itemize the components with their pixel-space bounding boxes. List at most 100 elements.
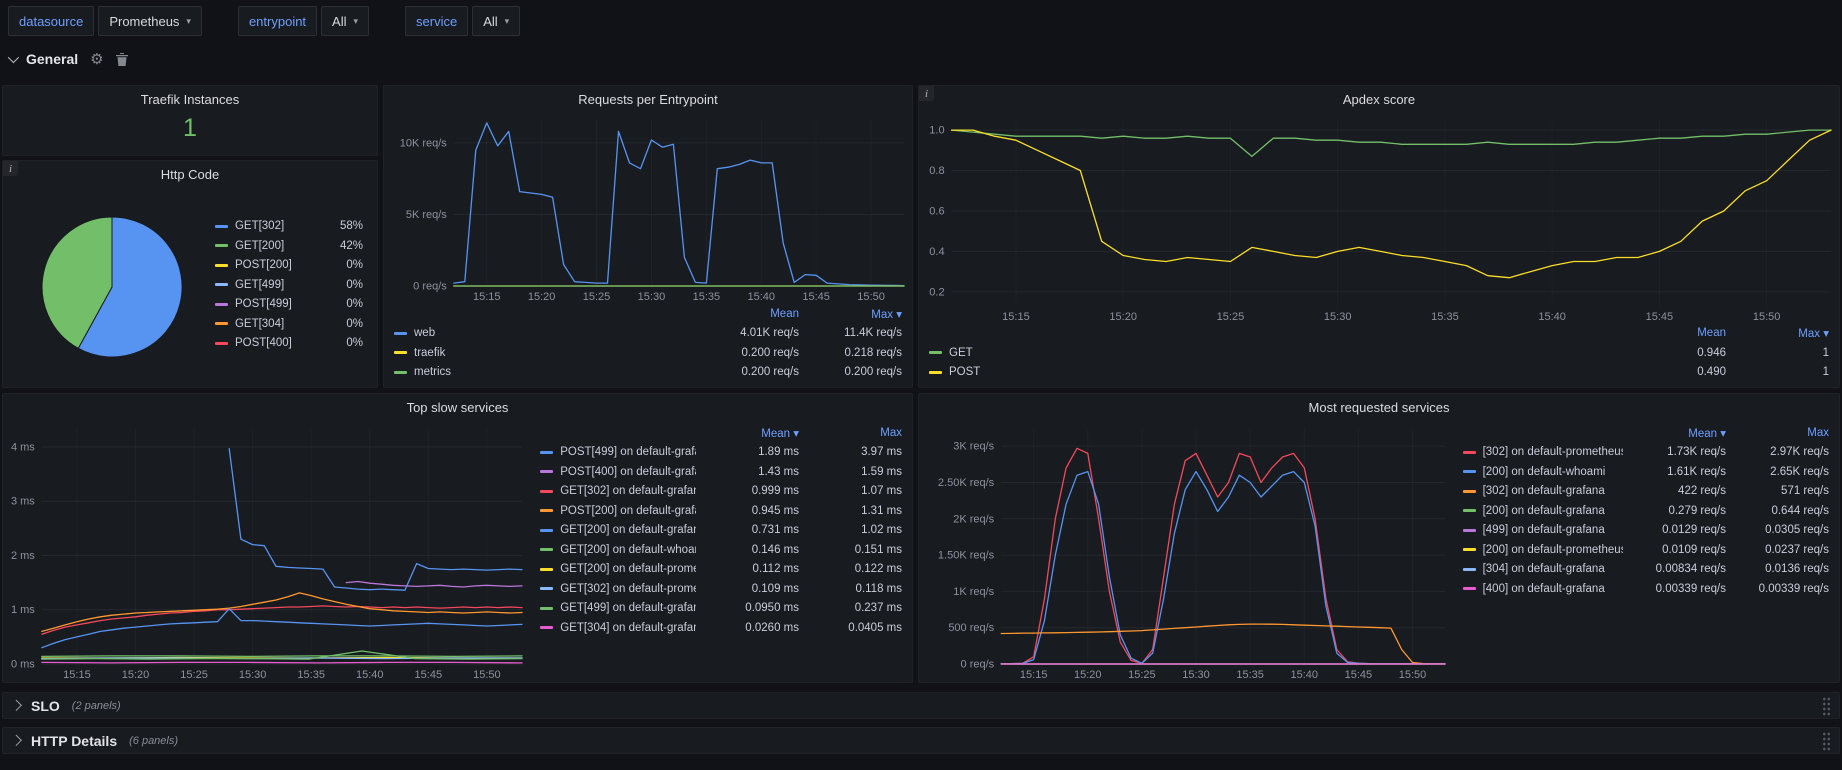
most-requested-chart[interactable]: 0 req/s 500 req/s 1K req/s 1.50K req/s 2K re… (919, 420, 1453, 682)
row-http-details[interactable]: HTTP Details (6 panels) (2, 727, 1840, 754)
legend-sort-max[interactable]: Max (880, 426, 902, 439)
legend-row: GET[200] on default-whoami 0.146 ms 0.151 … (540, 540, 902, 560)
series-swatch (214, 224, 228, 228)
series-label[interactable]: GET[304] (214, 318, 317, 330)
legend-row: traefik 0.200 req/s 0.218 req/s (394, 343, 902, 363)
panel-title[interactable]: Traefik Instances (140, 91, 240, 107)
panel-title[interactable]: Requests per Entrypoint (578, 91, 718, 107)
most-requested-legend: Mean ▾ Max [302] on default-prometheus 1.73… (1453, 420, 1839, 682)
series-label[interactable]: [400] on default-grafana (1462, 583, 1623, 595)
drag-handle[interactable] (1822, 696, 1831, 715)
series-label[interactable]: POST[200] on default-grafana (540, 505, 696, 517)
series-max: 0.151 ms (854, 543, 902, 556)
legend-sort-max[interactable]: Max ▾ (1798, 328, 1829, 341)
series-mean: 0.0950 ms (745, 602, 799, 615)
legend-sort-mean[interactable]: Mean ▾ (1688, 427, 1726, 440)
legend-row: [499] on default-grafana 0.0129 req/s 0.03… (1462, 521, 1829, 541)
series-label[interactable]: POST (929, 366, 1623, 378)
drag-handle[interactable] (1822, 731, 1831, 750)
svg-text:1.0: 1.0 (929, 125, 944, 137)
series-label[interactable]: [302] on default-prometheus (1462, 446, 1623, 458)
svg-text:15:20: 15:20 (1074, 669, 1102, 681)
series-label[interactable]: GET[302] (214, 220, 317, 232)
svg-text:0.2: 0.2 (929, 286, 944, 298)
top-slow-chart[interactable]: 0 ms 1 ms 2 ms 3 ms 4 ms 15:15 15:20 15:25 15:30… (3, 420, 530, 682)
svg-text:2.50K req/s: 2.50K req/s (938, 477, 995, 489)
legend-sort-mean[interactable]: Mean (1697, 327, 1726, 340)
row-slo[interactable]: SLO (2 panels) (2, 692, 1840, 719)
series-label[interactable]: POST[400] (214, 337, 317, 349)
series-label[interactable]: GET[200] on default-grafana (540, 524, 696, 536)
series-label[interactable]: GET[200] on default-whoami (540, 544, 696, 556)
series-mean: 0.200 req/s (741, 346, 799, 359)
series-max: 0.00339 req/s (1758, 582, 1829, 595)
svg-text:5K req/s: 5K req/s (406, 209, 447, 221)
panel-title[interactable]: Most requested services (1308, 399, 1450, 415)
series-label[interactable]: web (394, 327, 696, 339)
apdex-chart[interactable]: 0.2 0.4 0.6 0.8 1.0 15:15 15:20 15:25 15:30 15:35… (919, 112, 1839, 324)
series-swatch (540, 548, 554, 552)
series-swatch (1462, 528, 1476, 532)
legend-sort-mean[interactable]: Mean (770, 307, 799, 320)
series-label[interactable]: [200] on default-whoami (1462, 466, 1623, 478)
svg-text:15:25: 15:25 (180, 669, 208, 681)
series-label[interactable]: POST[200] (214, 259, 317, 271)
series-swatch (214, 322, 228, 325)
series-label[interactable]: traefik (394, 347, 696, 359)
chevron-down-icon (7, 51, 20, 64)
panel-title[interactable]: Top slow services (406, 399, 509, 415)
series-mean: 0.0260 ms (745, 621, 799, 634)
series-label[interactable]: [200] on default-grafana (1462, 505, 1623, 517)
series-label[interactable]: metrics (394, 366, 696, 378)
row-general[interactable]: General ⚙ (7, 47, 128, 71)
series-label[interactable]: GET[200] on default-prometheus (540, 563, 696, 575)
legend-row: POST[200] 0% (214, 255, 363, 275)
series-label[interactable]: [499] on default-grafana (1462, 524, 1623, 536)
series-swatch (394, 331, 407, 335)
svg-text:1K req/s: 1K req/s (953, 586, 994, 598)
legend-sort-max[interactable]: Max (1807, 426, 1829, 439)
trash-icon[interactable] (115, 52, 128, 66)
series-label[interactable]: GET[304] on default-grafana (540, 622, 696, 634)
legend-row: POST[200] on default-grafana 0.945 ms 1.31… (540, 501, 902, 521)
series-mean: 1.73K req/s (1667, 446, 1726, 459)
info-icon[interactable]: i (919, 86, 934, 101)
variable-value-service[interactable]: All ▾ (472, 6, 521, 36)
gear-icon[interactable]: ⚙ (90, 51, 104, 68)
legend-sort-max[interactable]: Max ▾ (871, 308, 902, 321)
series-mean: 1.61K req/s (1667, 465, 1726, 478)
series-label[interactable]: [302] on default-grafana (1462, 485, 1623, 497)
svg-text:0.4: 0.4 (929, 246, 944, 258)
info-icon[interactable]: i (3, 161, 18, 176)
variable-value-datasource[interactable]: Prometheus ▾ (98, 6, 202, 36)
panel-title[interactable]: Apdex score (1342, 91, 1416, 107)
svg-text:15:45: 15:45 (802, 291, 830, 303)
http-code-pie-chart[interactable] (3, 187, 205, 387)
legend-sort-mean[interactable]: Mean ▾ (761, 427, 799, 440)
panel-title[interactable]: Http Code (160, 166, 220, 182)
legend-row: POST[499] on default-grafana 1.89 ms 3.97 … (540, 443, 902, 463)
series-label[interactable]: [200] on default-prometheus (1462, 544, 1623, 556)
series-label[interactable]: GET[200] (214, 240, 317, 252)
svg-text:15:50: 15:50 (1753, 311, 1781, 323)
series-label[interactable]: GET[302] on default-prometheus (540, 583, 696, 595)
series-mean: 0.146 ms (751, 543, 799, 556)
series-swatch (214, 263, 228, 267)
variable-value-entrypoint[interactable]: All ▾ (321, 6, 370, 36)
series-percent: 0% (346, 259, 363, 271)
series-label[interactable]: GET[499] (214, 279, 317, 291)
panel-requests-per-entrypoint: Requests per Entrypoint 0 req/s 5K req/s 1… (383, 85, 913, 388)
legend-row: [304] on default-grafana 0.00834 req/s 0.0… (1462, 560, 1829, 580)
series-label[interactable]: [304] on default-grafana (1462, 563, 1623, 575)
series-label[interactable]: POST[400] on default-grafana (540, 466, 696, 478)
legend-header: Mean ▾ Max (1463, 423, 1829, 443)
series-label[interactable]: POST[499] (214, 298, 317, 310)
series-label[interactable]: POST[499] on default-grafana (540, 446, 696, 458)
series-label[interactable]: GET[499] on default-grafana (540, 602, 696, 614)
series-swatch (214, 302, 228, 306)
series-max: 0.644 req/s (1771, 504, 1829, 517)
requests-chart[interactable]: 0 req/s 5K req/s 10K req/s 15:15 15:20 15:25 1… (384, 112, 912, 304)
series-label[interactable]: GET (929, 347, 1623, 359)
series-label[interactable]: GET[302] on default-grafana (540, 485, 696, 497)
series-swatch (1462, 548, 1476, 552)
